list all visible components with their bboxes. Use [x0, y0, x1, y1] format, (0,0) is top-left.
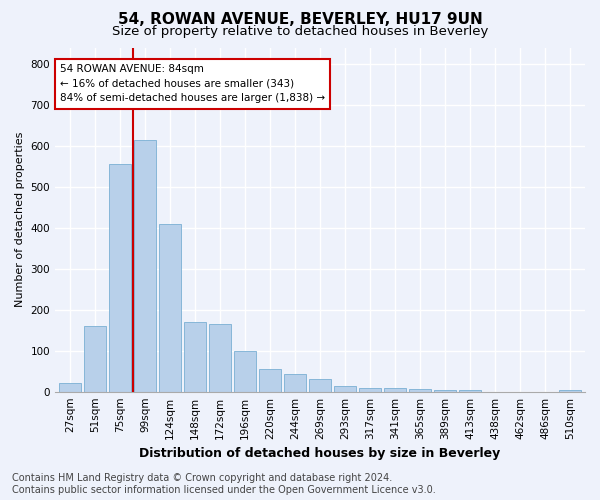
- X-axis label: Distribution of detached houses by size in Beverley: Distribution of detached houses by size …: [139, 447, 500, 460]
- Bar: [209, 324, 231, 392]
- Bar: [359, 388, 381, 392]
- Bar: [434, 390, 456, 392]
- Text: 54 ROWAN AVENUE: 84sqm
← 16% of detached houses are smaller (343)
84% of semi-de: 54 ROWAN AVENUE: 84sqm ← 16% of detached…: [60, 64, 325, 104]
- Bar: [109, 164, 131, 392]
- Bar: [559, 390, 581, 392]
- Bar: [384, 388, 406, 392]
- Bar: [459, 390, 481, 392]
- Text: Size of property relative to detached houses in Beverley: Size of property relative to detached ho…: [112, 25, 488, 38]
- Bar: [334, 386, 356, 392]
- Bar: [259, 369, 281, 392]
- Bar: [309, 380, 331, 392]
- Bar: [59, 384, 81, 392]
- Y-axis label: Number of detached properties: Number of detached properties: [15, 132, 25, 308]
- Text: Contains HM Land Registry data © Crown copyright and database right 2024.
Contai: Contains HM Land Registry data © Crown c…: [12, 474, 436, 495]
- Bar: [409, 389, 431, 392]
- Text: 54, ROWAN AVENUE, BEVERLEY, HU17 9UN: 54, ROWAN AVENUE, BEVERLEY, HU17 9UN: [118, 12, 482, 28]
- Bar: [284, 374, 306, 392]
- Bar: [234, 350, 256, 392]
- Bar: [184, 322, 206, 392]
- Bar: [159, 224, 181, 392]
- Bar: [84, 326, 106, 392]
- Bar: [134, 140, 156, 392]
